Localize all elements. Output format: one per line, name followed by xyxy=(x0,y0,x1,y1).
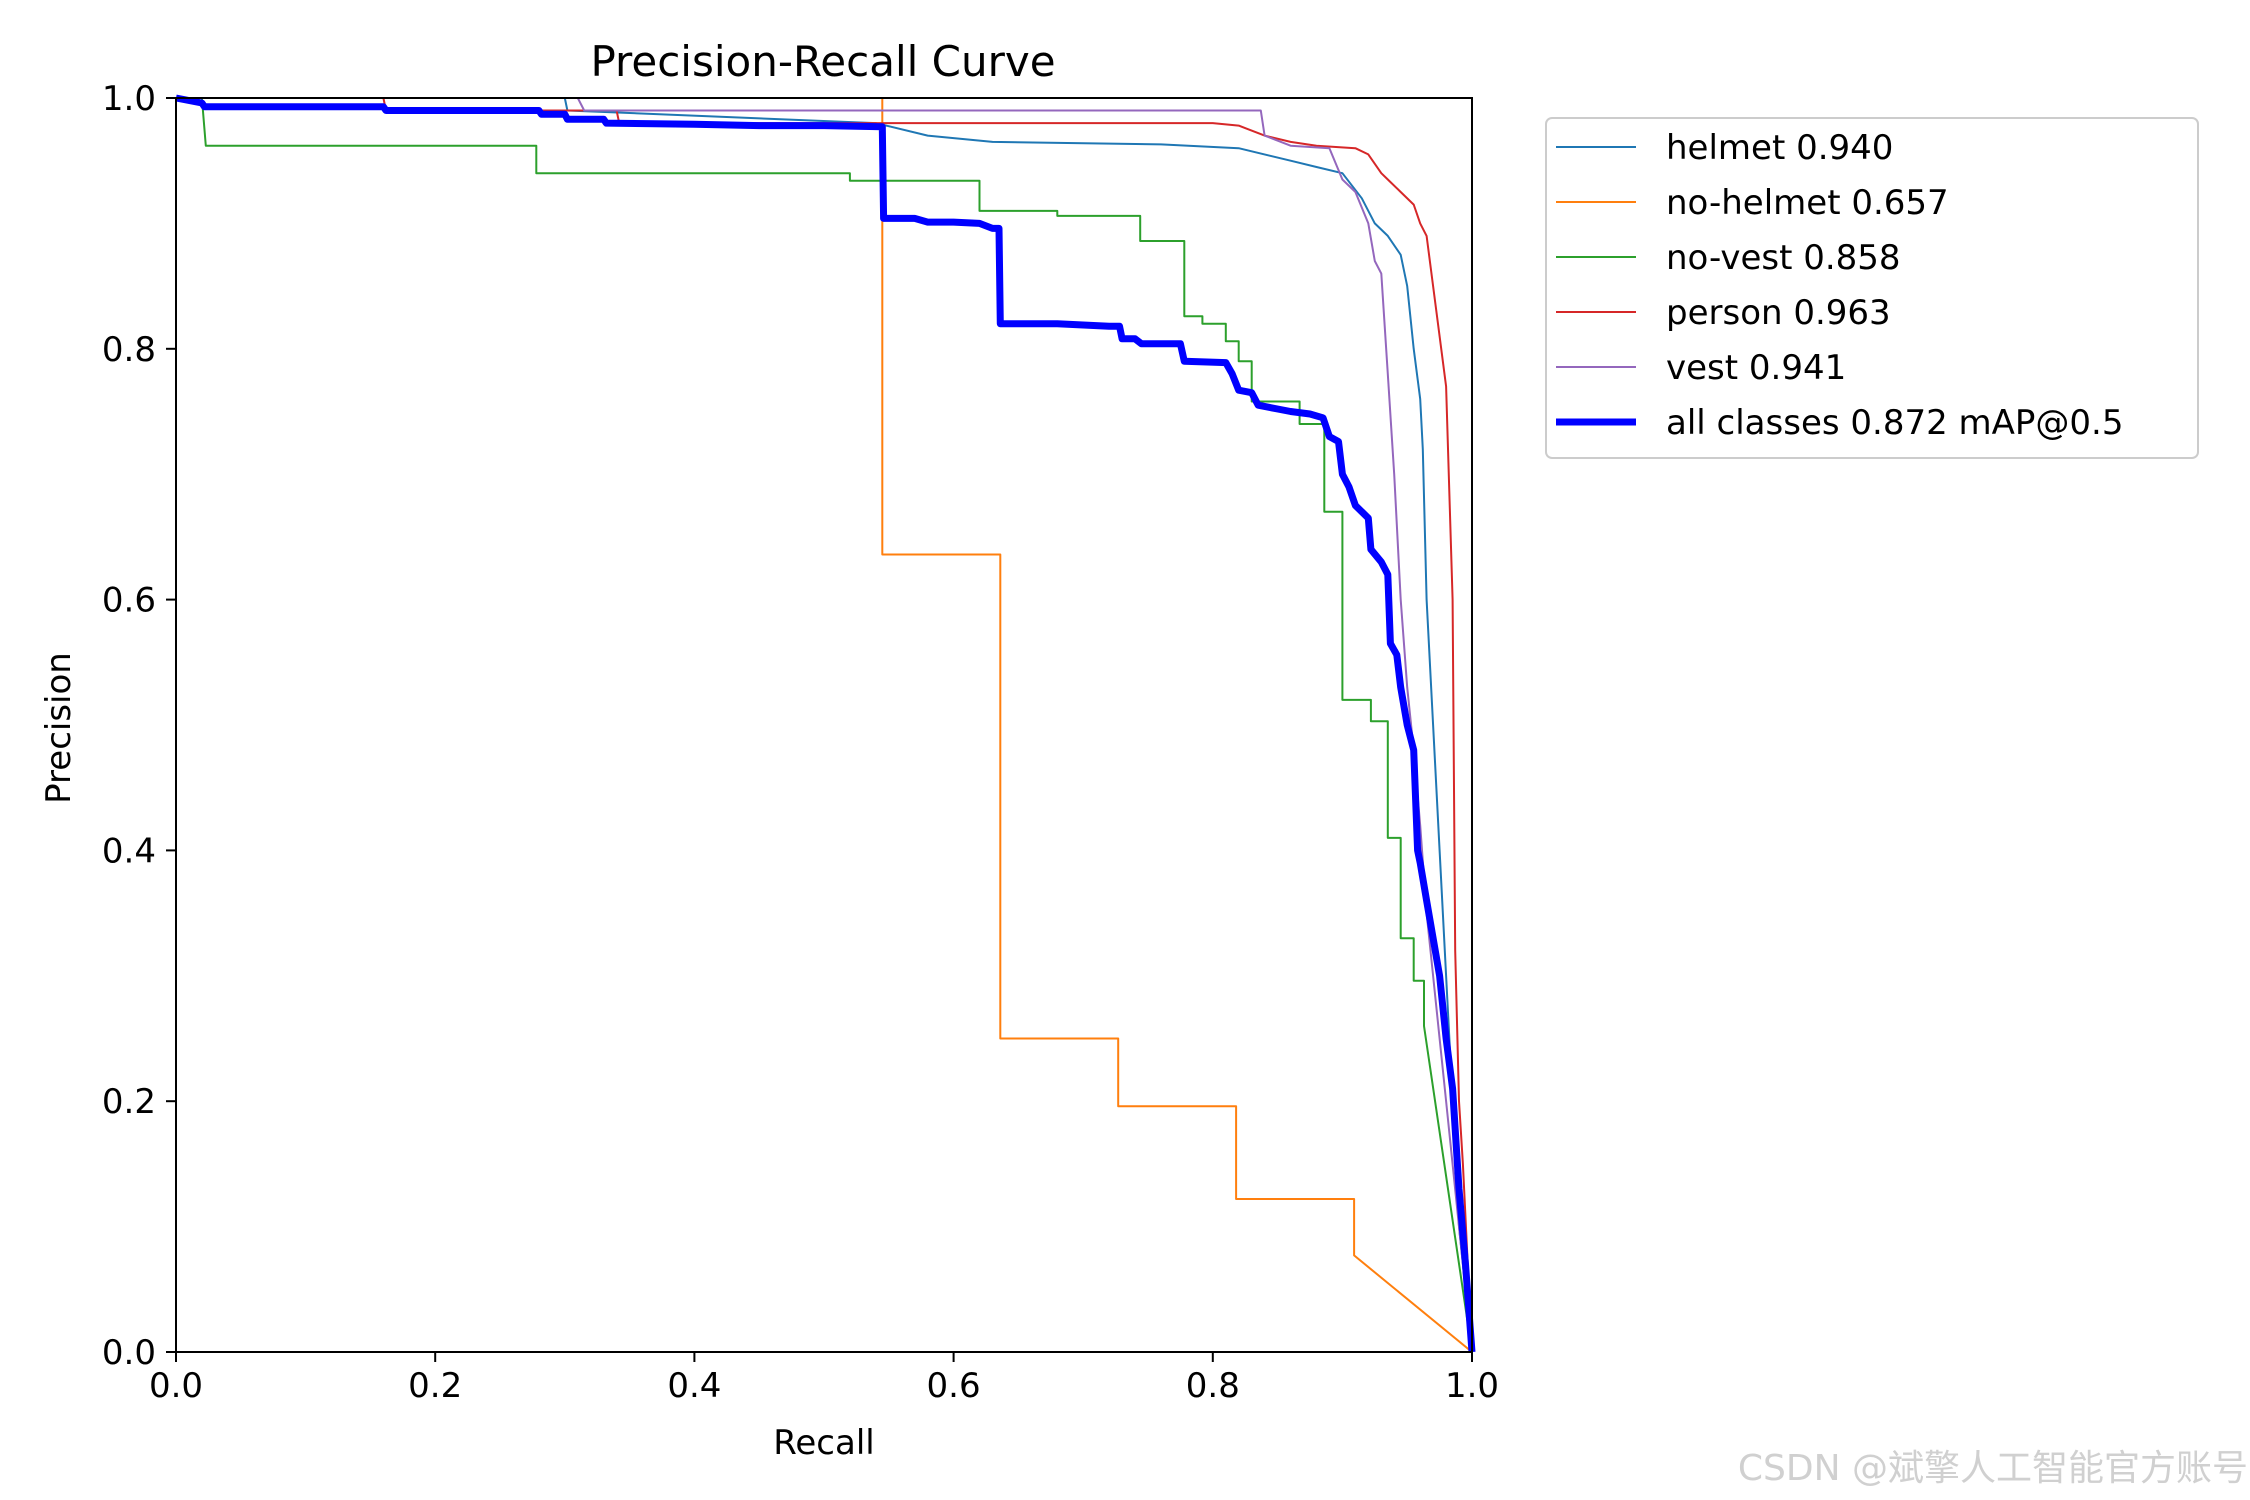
legend-box xyxy=(1545,117,2199,459)
y-tick-label: 0.4 xyxy=(102,831,156,871)
plot-frame xyxy=(175,97,1473,1353)
x-tick-label: 0.2 xyxy=(408,1366,462,1406)
legend-label-no-helmet: no-helmet 0.657 xyxy=(1666,183,1949,223)
watermark-text: CSDN @斌擎人工智能官方账号 xyxy=(1738,1448,2248,1489)
legend-entries: helmet 0.940 no-helmet 0.657 no-vest 0.858… xyxy=(1556,128,2123,443)
series-line-vest xyxy=(176,97,1473,1353)
legend-label-helmet: helmet 0.940 xyxy=(1666,128,1893,168)
chart-title: Precision-Recall Curve xyxy=(590,37,1055,86)
y-tick-label: 1.0 xyxy=(102,79,156,119)
series-line-all xyxy=(175,94,1476,1353)
legend: helmet 0.940 no-helmet 0.657 no-vest 0.858… xyxy=(1545,117,2199,459)
x-tick-label: 0.6 xyxy=(927,1366,981,1406)
legend-label-no-vest: no-vest 0.858 xyxy=(1666,238,1901,278)
x-tick-label: 0.8 xyxy=(1186,1366,1240,1406)
x-tick-label: 1.0 xyxy=(1445,1366,1499,1406)
legend-label-person: person 0.963 xyxy=(1666,293,1891,333)
series-line-no-helmet xyxy=(176,97,1473,1353)
series-line-helmet xyxy=(176,97,1473,1353)
series-line-no-vest xyxy=(176,97,1473,1353)
x-tick-label: 0.4 xyxy=(667,1366,721,1406)
axes-ticks: 0.0 0.2 0.4 0.6 0.8 1.0 0.0 0.2 0.4 0.6 0.8 1.0 xyxy=(102,79,1499,1406)
y-axis-label: Precision xyxy=(39,652,79,804)
y-tick-label: 0.2 xyxy=(102,1082,156,1122)
series-lines xyxy=(175,94,1476,1353)
x-axis-label: Recall xyxy=(773,1423,874,1463)
y-tick-label: 0.6 xyxy=(102,581,156,621)
legend-label-all: all classes 0.872 mAP@0.5 xyxy=(1666,403,2123,443)
legend-label-vest: vest 0.941 xyxy=(1666,348,1846,388)
y-tick-label: 0.0 xyxy=(102,1333,156,1373)
x-tick-label: 0.0 xyxy=(149,1366,203,1406)
y-tick-label: 0.8 xyxy=(102,330,156,370)
